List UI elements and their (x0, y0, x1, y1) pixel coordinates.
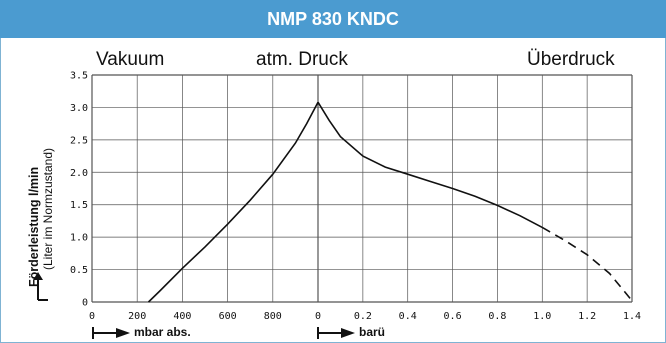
x-tick-label: 0 (89, 311, 95, 322)
y-axis-arrow (33, 272, 48, 301)
x-tick-label: 0.6 (444, 311, 462, 322)
x-tick-label: 0 (315, 311, 321, 322)
series-line-ueberdruck (317, 101, 543, 229)
mbar-arrow-icon (92, 327, 130, 339)
x-tick-label: 1.4 (623, 311, 641, 322)
bar-arrow-icon (317, 327, 355, 339)
x-tick-label: 800 (264, 311, 282, 322)
region-label-vakuum: Vakuum (96, 49, 165, 70)
series-line-ueberdruck-dashed (541, 226, 633, 302)
y-tick-label: 3.0 (70, 103, 88, 114)
x-unit-mbar: mbar abs. (134, 325, 191, 339)
y-tick-label: 0 (82, 298, 88, 309)
y-tick-label: 1.5 (70, 200, 88, 211)
y-tick-label: 0.5 (70, 265, 88, 276)
x-unit-bar: barü (359, 325, 386, 339)
x-tick-label: 0.2 (354, 311, 372, 322)
x-tick-label: 400 (173, 311, 191, 322)
region-label-atm-druck: atm. Druck (256, 49, 348, 70)
region-label-ueberdruck: Überdruck (527, 49, 615, 70)
y-tick-label: 3.5 (70, 71, 88, 82)
x-tick-label: 200 (128, 311, 146, 322)
y-tick-label: 2.0 (70, 168, 88, 179)
x-tick-label: 1.0 (533, 311, 551, 322)
y-tick-label: 2.5 (70, 135, 88, 146)
y-tick-label: 1.0 (70, 233, 88, 244)
x-tick-label: 600 (219, 311, 237, 322)
x-tick-label: 0.8 (488, 311, 506, 322)
chart-title: NMP 830 KNDC (0, 0, 666, 38)
x-tick-label: 1.2 (578, 311, 596, 322)
series-line-vakuum (147, 101, 319, 303)
x-tick-label: 0.4 (399, 311, 417, 322)
